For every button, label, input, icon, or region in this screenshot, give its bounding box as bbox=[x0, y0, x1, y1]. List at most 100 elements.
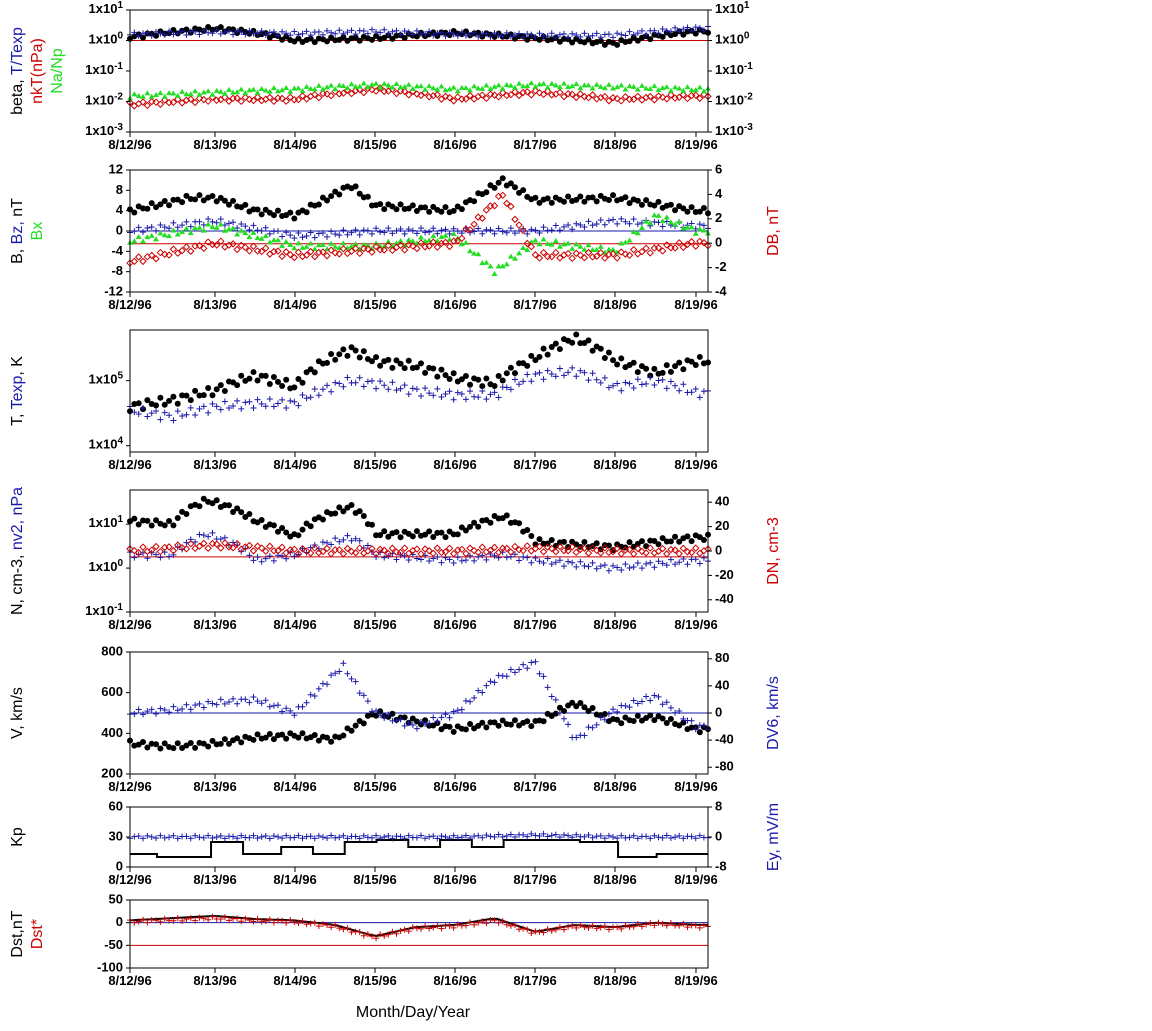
data-point-triangle bbox=[275, 237, 281, 243]
data-point-plus bbox=[234, 397, 241, 404]
data-point-plus bbox=[332, 834, 339, 841]
data-point-plus bbox=[144, 555, 151, 562]
data-point-diamond bbox=[515, 91, 523, 100]
data-point-plus bbox=[434, 385, 441, 392]
data-point-plus bbox=[618, 387, 625, 394]
data-point-plus bbox=[307, 833, 314, 840]
x-tick-label: 8/18/96 bbox=[593, 872, 636, 887]
data-point-plus bbox=[246, 226, 253, 233]
data-point-dot bbox=[680, 205, 687, 212]
data-point-triangle bbox=[148, 93, 155, 99]
data-point-dot bbox=[307, 366, 314, 373]
data-point-dot bbox=[324, 197, 331, 204]
data-point-plus bbox=[536, 928, 543, 935]
data-point-plus bbox=[528, 559, 535, 566]
data-point-plus bbox=[352, 833, 359, 840]
data-point-plus bbox=[364, 30, 371, 37]
data-point-diamond bbox=[646, 92, 654, 101]
data-point-plus bbox=[336, 380, 343, 387]
data-point-triangle bbox=[655, 87, 662, 93]
data-point-diamond bbox=[245, 247, 254, 255]
data-point-plus bbox=[364, 698, 371, 705]
data-point-triangle bbox=[225, 86, 232, 92]
data-point-triangle bbox=[418, 234, 424, 240]
y-right-tick-label: 1x101 bbox=[715, 0, 750, 16]
data-point-dot bbox=[503, 512, 510, 519]
series-kp bbox=[130, 839, 708, 858]
data-point-plus bbox=[418, 392, 424, 399]
data-point-dot bbox=[458, 524, 465, 531]
data-point-dot bbox=[552, 340, 559, 347]
data-point-dot bbox=[684, 533, 691, 540]
data-point-diamond bbox=[658, 247, 667, 255]
data-point-diamond bbox=[396, 548, 405, 557]
data-point-plus bbox=[454, 554, 461, 561]
data-point-plus bbox=[454, 228, 461, 235]
y-tick-label: 60 bbox=[109, 798, 123, 813]
data-point-plus bbox=[438, 559, 445, 566]
data-point-diamond bbox=[134, 548, 143, 557]
y-right-tick-label: 1x10-2 bbox=[715, 91, 753, 108]
data-point-dot bbox=[610, 357, 617, 364]
data-point-dot bbox=[303, 369, 310, 376]
data-point-plus bbox=[651, 922, 658, 929]
data-point-plus bbox=[385, 832, 392, 839]
data-point-plus bbox=[311, 835, 318, 842]
data-point-dot bbox=[438, 208, 445, 215]
data-point-plus bbox=[192, 28, 199, 35]
data-point-plus bbox=[622, 702, 629, 709]
data-point-plus bbox=[605, 31, 612, 38]
data-point-plus bbox=[565, 34, 572, 41]
y-right-axis-label: DV6, km/s bbox=[765, 676, 782, 750]
data-point-plus bbox=[487, 678, 494, 685]
data-point-triangle bbox=[200, 227, 207, 233]
data-point-triangle bbox=[397, 84, 404, 90]
x-tick-label: 8/14/96 bbox=[273, 137, 316, 152]
data-point-triangle bbox=[348, 243, 355, 249]
data-point-dot bbox=[340, 346, 347, 353]
data-point-plus bbox=[426, 390, 433, 397]
data-point-plus bbox=[544, 33, 551, 40]
data-point-plus bbox=[356, 231, 363, 238]
data-point-plus bbox=[307, 229, 314, 236]
data-point-plus bbox=[573, 220, 580, 227]
data-point-dot bbox=[565, 193, 572, 200]
data-point-plus bbox=[324, 27, 331, 34]
data-point-plus bbox=[174, 707, 181, 714]
x-tick-label: 8/13/96 bbox=[193, 779, 236, 794]
data-point-plus bbox=[135, 411, 142, 418]
y-right-tick-label: -4 bbox=[715, 283, 727, 298]
series-na-np bbox=[127, 80, 711, 101]
data-point-triangle bbox=[250, 86, 257, 92]
y-right-tick-label: 20 bbox=[715, 518, 729, 533]
data-point-plus bbox=[614, 708, 621, 715]
data-point-plus bbox=[618, 31, 625, 38]
y-tick-label: 400 bbox=[101, 725, 123, 740]
data-point-dot bbox=[524, 362, 531, 369]
data-point-dot bbox=[275, 528, 281, 535]
data-point-diamond bbox=[376, 545, 384, 554]
data-point-triangle bbox=[405, 81, 412, 87]
data-point-plus bbox=[528, 378, 535, 385]
data-point-diamond bbox=[178, 246, 186, 255]
data-point-plus bbox=[430, 225, 437, 232]
data-point-plus bbox=[377, 835, 384, 842]
data-point-diamond bbox=[454, 93, 462, 101]
data-point-plus bbox=[332, 921, 339, 928]
data-point-plus bbox=[200, 27, 207, 34]
data-point-plus bbox=[561, 223, 567, 230]
data-point-plus bbox=[209, 913, 216, 920]
data-point-plus bbox=[520, 34, 527, 41]
x-tick-label: 8/19/96 bbox=[674, 457, 717, 472]
data-point-plus bbox=[409, 385, 416, 392]
data-point-plus bbox=[438, 227, 445, 234]
x-tick-label: 8/14/96 bbox=[273, 973, 316, 988]
data-point-plus bbox=[605, 567, 612, 574]
data-point-plus bbox=[524, 554, 531, 561]
data-point-dot bbox=[430, 365, 437, 372]
data-point-dot bbox=[475, 722, 482, 729]
data-point-plus bbox=[503, 832, 510, 839]
data-point-plus bbox=[303, 233, 310, 240]
data-point-plus bbox=[446, 922, 453, 929]
